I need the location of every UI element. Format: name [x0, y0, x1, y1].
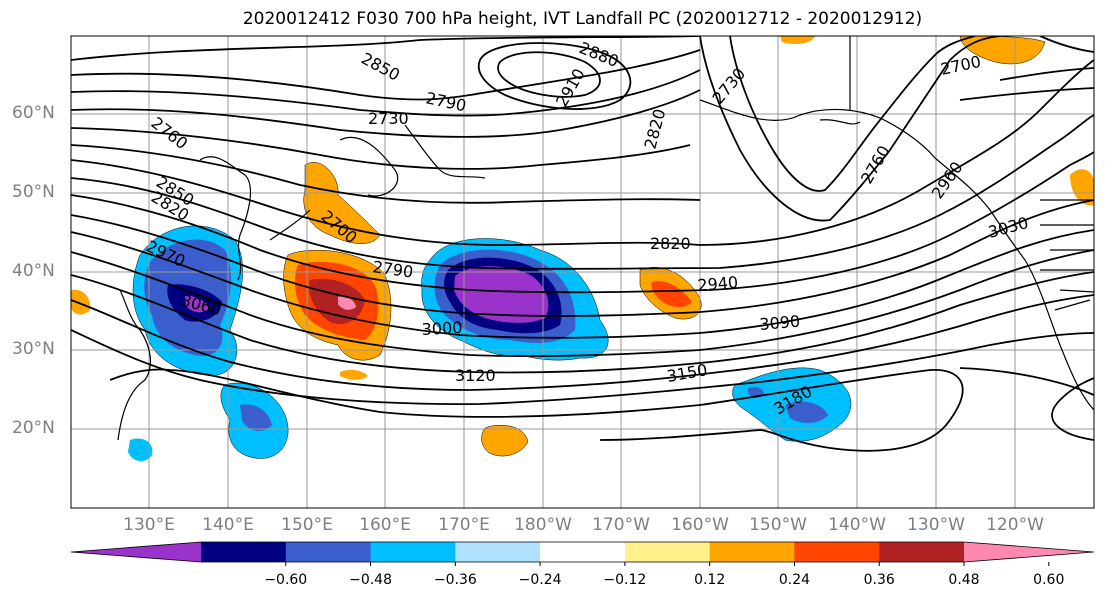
colorbar-tick-label: −0.60: [264, 572, 308, 588]
colorbar-tick-label: 0.12: [694, 572, 726, 588]
lat-tick-30n: 30°N: [12, 339, 55, 359]
coastlines: [117, 36, 1094, 441]
colorbar-tick-label: −0.12: [603, 572, 647, 588]
colorbar-tick-label: 0.24: [778, 572, 811, 588]
height-contours: [71, 36, 1094, 452]
colorbar-segment: [201, 542, 287, 562]
lon-tick-130e: 130°E: [123, 515, 175, 535]
colorbar-segment: [455, 542, 541, 562]
contour-label: 2730: [368, 109, 409, 128]
lon-tick-170w: 170°W: [592, 515, 650, 535]
colorbar-tick-label: −0.48: [349, 572, 392, 588]
lon-tick-120w: 120°W: [986, 515, 1044, 535]
colorbar-tick-label: 0.60: [1033, 572, 1065, 588]
lat-tick-50n: 50°N: [12, 182, 55, 202]
lon-tick-180w: 180°W: [514, 515, 572, 535]
map-title: 2020012412 F030 700 hPa height, IVT Land…: [242, 9, 923, 29]
lon-tick-150e: 150°E: [281, 515, 333, 535]
colorbar-tick-label: −0.24: [518, 572, 562, 588]
colorbar-segment: [624, 542, 711, 562]
lat-tick-60n: 60°N: [12, 103, 55, 123]
lon-tick-170e: 170°E: [438, 515, 490, 535]
lon-tick-140w: 140°W: [828, 515, 886, 535]
colorbar-segment: [794, 542, 880, 562]
lon-tick-140e: 140°E: [202, 515, 254, 535]
colorbar-extend-max: [964, 542, 1094, 562]
colorbar-tick-label: −0.36: [433, 572, 477, 588]
contour-label: 3090: [759, 312, 801, 334]
contour-label: 3120: [455, 366, 496, 385]
lat-tick-20n: 20°N: [12, 418, 55, 438]
colorbar-extend-min: [71, 542, 201, 562]
graticule: [71, 36, 1094, 508]
colorbar: [70, 541, 1095, 566]
lon-tick-150w: 150°W: [749, 515, 807, 535]
lon-tick-160e: 160°E: [359, 515, 411, 535]
colorbar-segment: [370, 542, 456, 562]
lat-tick-40n: 40°N: [12, 261, 55, 281]
lon-tick-130w: 130°W: [907, 515, 965, 535]
colorbar-segment: [285, 542, 372, 562]
colorbar-segment: [879, 542, 965, 562]
colorbar-segment: [540, 542, 626, 562]
contour-label: 3000: [421, 318, 463, 339]
colorbar-outline: [70, 541, 1095, 563]
contour-label: 2820: [650, 234, 691, 253]
map-plot-area: 2880 2850 2910 2790 2730 2820 2730 2700 …: [71, 36, 1094, 508]
lon-tick-160w: 160°W: [671, 515, 729, 535]
contour-label: 2940: [697, 273, 739, 295]
colorbar-tick-label: 0.36: [863, 572, 895, 588]
colorbar-tick-label: 0.48: [948, 572, 980, 588]
colorbar-segment: [709, 542, 795, 562]
map-frame: [70, 35, 1095, 509]
